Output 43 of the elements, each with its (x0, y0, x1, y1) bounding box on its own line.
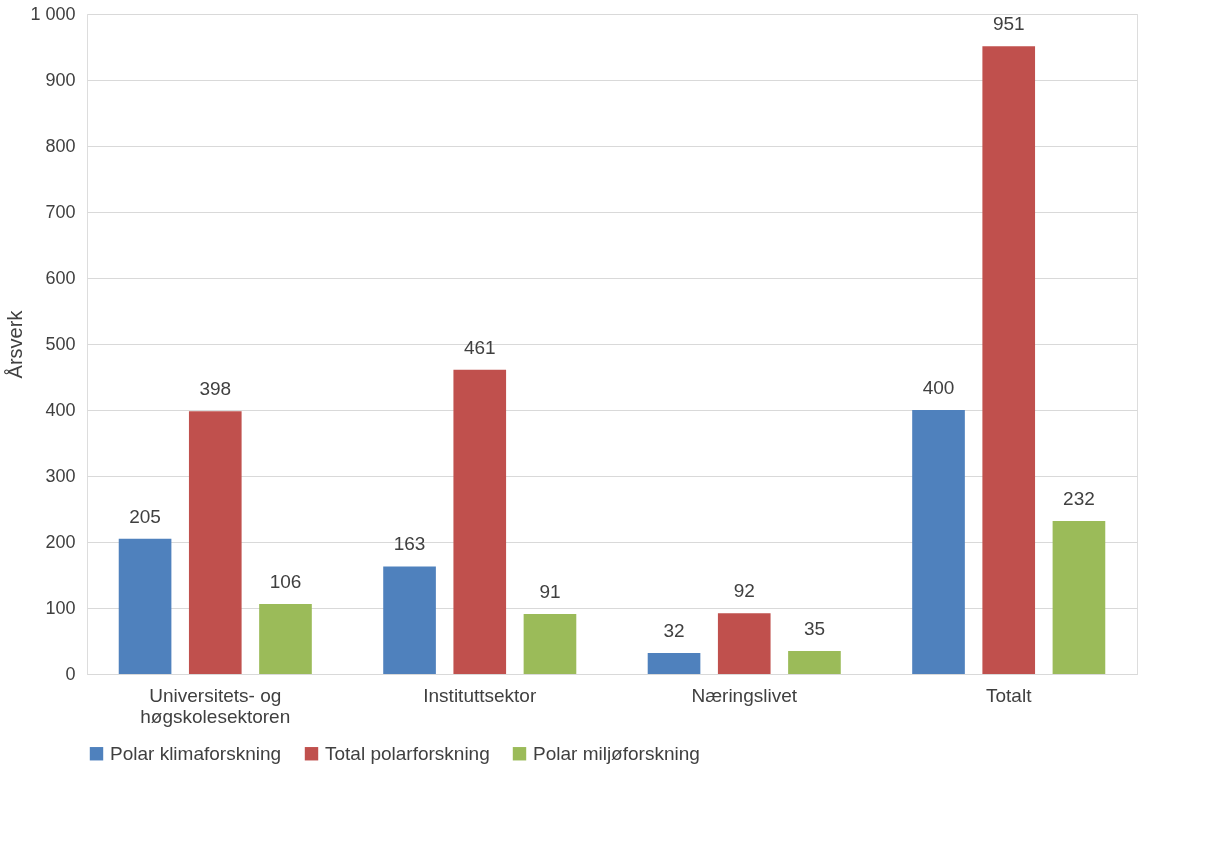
bar (523, 613, 577, 674)
legend-label: Polar klimaforskning (110, 742, 282, 764)
y-tick-label: 600 (45, 267, 76, 288)
y-tick-label: 500 (45, 333, 76, 354)
bar (259, 604, 312, 674)
bar (453, 369, 507, 674)
data-label: 35 (803, 617, 826, 639)
x-tick-label: Instituttsektor (423, 684, 537, 706)
bar (188, 411, 242, 674)
data-label: 400 (922, 377, 955, 398)
legend-label: Polar miljøforskning (533, 742, 700, 764)
data-label: 163 (393, 533, 426, 555)
y-tick-label: 800 (45, 135, 76, 156)
data-label: 32 (663, 619, 685, 641)
x-tick-label: Universitets- og høgskolesektoren (140, 684, 291, 727)
y-axis-title: Årsverk (4, 309, 27, 379)
bar (788, 650, 841, 674)
bar (647, 652, 701, 674)
bar (118, 538, 172, 674)
data-label: 232 (1063, 487, 1095, 509)
y-tick-label: 300 (45, 465, 76, 486)
data-label: 461 (463, 336, 496, 358)
bar (982, 46, 1036, 674)
y-tick-label: 1 000 (30, 3, 76, 24)
bar (717, 613, 771, 674)
data-label: 205 (129, 505, 161, 527)
x-tick-label: Næringslivet (691, 684, 798, 706)
data-label: 91 (539, 580, 561, 602)
legend-label: Total polarforskning (325, 742, 490, 764)
bar (383, 566, 436, 674)
y-tick-label: 700 (45, 201, 76, 222)
data-label: 106 (269, 571, 302, 593)
y-tick-label: 200 (45, 531, 76, 552)
data-label: 92 (733, 580, 755, 602)
x-tick-label: Totalt (986, 684, 1033, 706)
y-tick-label: 900 (45, 69, 76, 90)
data-label: 398 (199, 378, 232, 400)
y-tick-label: 400 (45, 399, 76, 420)
bar (912, 410, 965, 674)
bar (1052, 520, 1106, 674)
data-label: 951 (992, 13, 1025, 35)
y-tick-label: 100 (45, 597, 76, 618)
y-tick-label: 0 (65, 663, 76, 684)
